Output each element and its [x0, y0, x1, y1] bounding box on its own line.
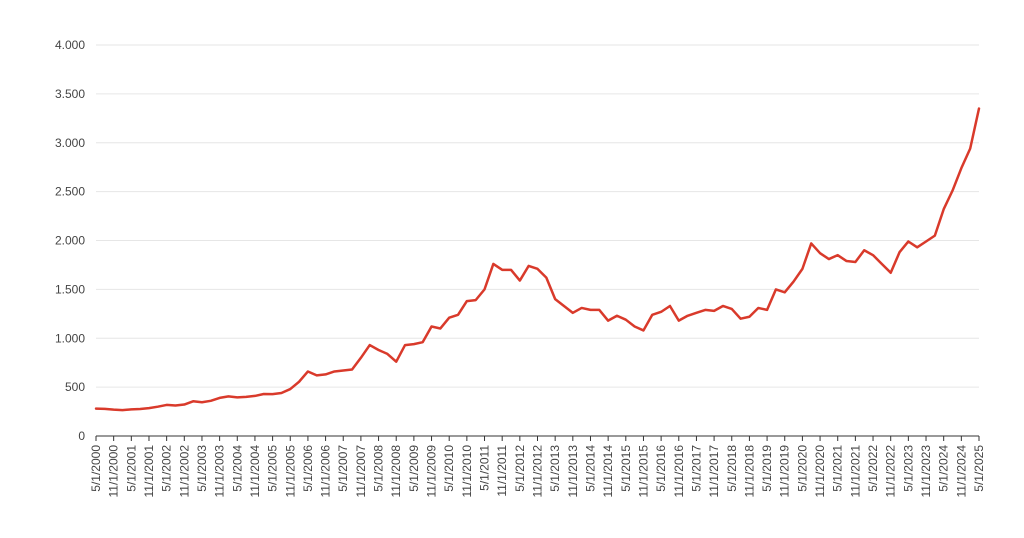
x-tick-label: 11/1/2020 [813, 445, 827, 498]
x-tick-label: 5/1/2010 [442, 445, 456, 492]
x-tick-label: 11/1/2009 [425, 445, 439, 498]
x-tick-label: 5/1/2011 [478, 445, 492, 491]
gridlines [96, 44, 979, 388]
y-tick-label: 0 [78, 429, 85, 443]
x-tick-label: 11/1/2018 [742, 445, 756, 498]
x-tick-label: 5/1/2001 [124, 445, 138, 492]
x-tick-label: 5/1/2012 [513, 445, 527, 492]
x-tick-label: 11/1/2008 [389, 445, 403, 498]
x-tick-label: 11/1/2007 [354, 445, 368, 498]
x-tick-label: 5/1/2020 [795, 445, 809, 492]
x-tick-label: 5/1/2014 [583, 445, 597, 492]
x-tick-label: 11/1/2006 [319, 445, 333, 498]
x-tick-label: 5/1/2018 [725, 445, 739, 492]
x-tick-label: 11/1/2012 [531, 445, 545, 498]
x-tick-label: 5/1/2003 [195, 445, 209, 492]
x-tick-label: 5/1/2006 [301, 445, 315, 492]
x-tick-label: 5/1/2013 [548, 445, 562, 492]
y-tick-label: 1.000 [55, 331, 85, 345]
x-tick-label: 11/1/2016 [672, 445, 686, 498]
series-layer [94, 107, 981, 412]
x-tick-label: 11/1/2019 [778, 445, 792, 498]
series-line [94, 107, 981, 412]
y-axis: 0 500 1.000 1.500 2.000 2.500 3.000 3.500 4.000 [55, 38, 85, 443]
x-axis: 5/1/2000 11/1/2000 5/1/2001 11/1/2001 5/1/20… [89, 435, 986, 498]
y-tick-label: 4.000 [55, 38, 85, 52]
x-tick-label: 5/1/2016 [654, 445, 668, 492]
x-tick-label: 11/1/2021 [848, 445, 862, 498]
x-tick-label: 5/1/2025 [972, 445, 986, 492]
x-tick-label: 11/1/2014 [601, 445, 615, 498]
x-tick-label: 11/1/2004 [248, 445, 262, 498]
x-tick-label: 11/1/2015 [636, 445, 650, 498]
x-tick-label: 11/1/2010 [460, 445, 474, 498]
x-tick-label: 5/1/2008 [372, 445, 386, 492]
x-tick-label: 11/1/2001 [142, 445, 156, 498]
x-tick-label: 11/1/2022 [884, 445, 898, 498]
x-tick-label: 11/1/2024 [954, 445, 968, 498]
x-tick-label: 5/1/2000 [89, 445, 103, 492]
x-tick-label: 5/1/2021 [831, 445, 845, 492]
x-tick-label: 5/1/2015 [619, 445, 633, 492]
x-tick-label: 5/1/2019 [760, 445, 774, 492]
y-tick-label: 3.500 [55, 87, 85, 101]
x-tick-label: 5/1/2009 [407, 445, 421, 492]
y-tick-label: 2.500 [55, 185, 85, 199]
x-tick-label: 5/1/2024 [937, 445, 951, 492]
x-tick-label: 11/1/2023 [919, 445, 933, 498]
x-tick-label: 5/1/2017 [689, 445, 703, 492]
x-tick-label: 11/1/2017 [707, 445, 721, 498]
x-tick-label: 5/1/2007 [336, 445, 350, 492]
x-tick-label: 5/1/2023 [901, 445, 915, 492]
x-tick-label: 11/1/2013 [566, 445, 580, 498]
x-tick-label: 5/1/2004 [230, 445, 244, 492]
x-tick-label: 5/1/2002 [160, 445, 174, 492]
y-tick-label: 3.000 [55, 136, 85, 150]
x-tick-label: 11/1/2005 [283, 445, 297, 498]
y-tick-label: 2.000 [55, 234, 85, 248]
x-tick-label: 11/1/2000 [107, 445, 121, 498]
x-tick-label: 11/1/2011 [495, 445, 509, 497]
x-tick-label: 11/1/2003 [213, 445, 227, 498]
x-tick-label: 5/1/2005 [266, 445, 280, 492]
x-tick-label: 11/1/2002 [177, 445, 191, 498]
y-tick-label: 1.500 [55, 282, 85, 296]
x-tick-label: 5/1/2022 [866, 445, 880, 492]
y-tick-label: 500 [65, 380, 85, 394]
